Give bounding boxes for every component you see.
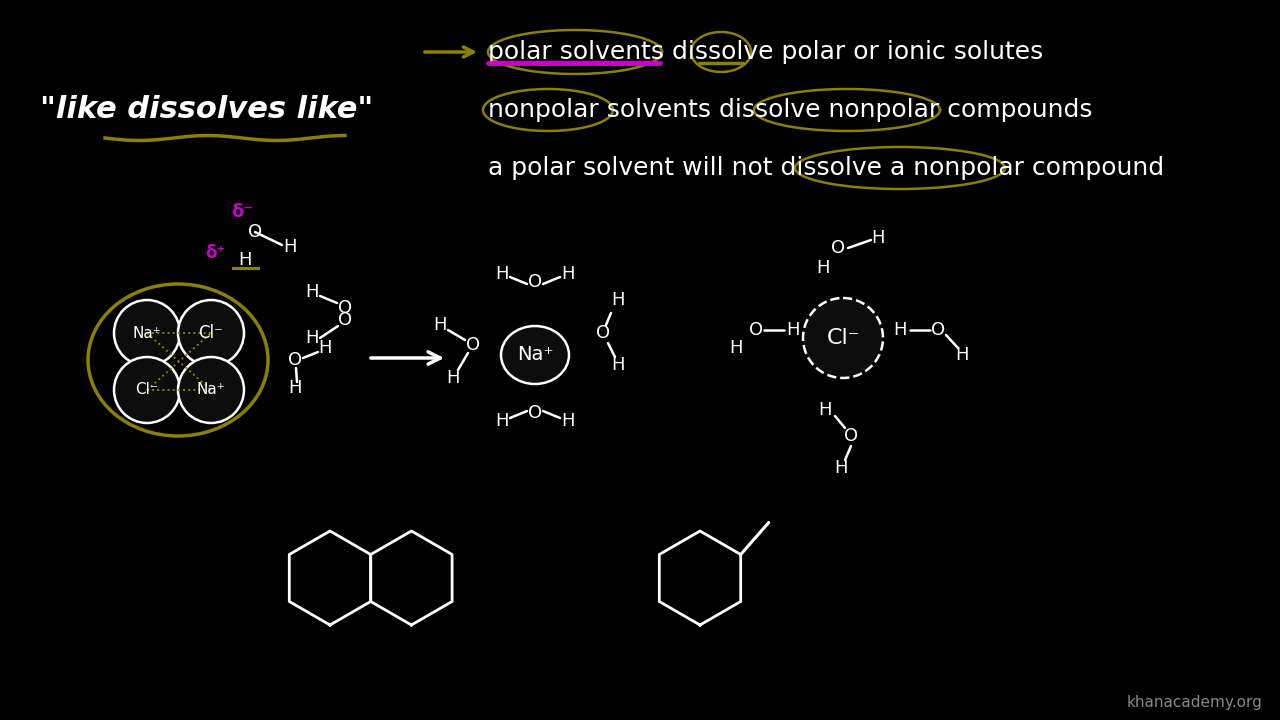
Circle shape [178,300,244,366]
Text: H: H [305,329,319,347]
Text: H: H [495,412,508,430]
Text: a polar solvent will not dissolve a nonpolar compound: a polar solvent will not dissolve a nonp… [488,156,1164,180]
Text: H: H [872,229,884,247]
Text: H: H [730,339,742,357]
Text: Na⁺: Na⁺ [133,325,161,341]
Circle shape [803,298,883,378]
Text: H: H [238,251,252,269]
Ellipse shape [500,326,570,384]
Text: O: O [466,336,480,354]
Text: O: O [831,239,845,257]
Text: H: H [288,379,302,397]
Text: H: H [561,412,575,430]
Text: O: O [844,427,858,445]
Text: H: H [447,369,460,387]
Text: H: H [835,459,847,477]
Text: O: O [931,321,945,339]
Text: O: O [596,324,611,342]
Text: H: H [786,321,800,339]
Text: polar solvents dissolve polar or ionic solutes: polar solvents dissolve polar or ionic s… [488,40,1043,64]
Text: nonpolar solvents dissolve nonpolar compounds: nonpolar solvents dissolve nonpolar comp… [488,98,1093,122]
Text: O: O [527,404,541,422]
Text: Na⁺: Na⁺ [517,346,553,364]
Text: O: O [338,311,352,329]
Text: H: H [612,356,625,374]
Text: H: H [319,339,332,357]
Text: δ⁺: δ⁺ [205,244,225,262]
Text: H: H [283,238,297,256]
Circle shape [114,357,180,423]
Text: Cl⁻: Cl⁻ [198,324,224,342]
Text: H: H [893,321,906,339]
Text: H: H [433,316,447,334]
Text: δ⁻: δ⁻ [230,203,253,221]
Text: H: H [818,401,832,419]
Text: H: H [561,265,575,283]
Text: O: O [248,223,262,241]
Text: Cl⁻: Cl⁻ [136,382,159,397]
Circle shape [114,300,180,366]
Text: "like dissolves like": "like dissolves like" [41,96,374,125]
Text: H: H [955,346,969,364]
Text: H: H [612,291,625,309]
Text: H: H [305,283,319,301]
Text: H: H [495,265,508,283]
Text: O: O [527,273,541,291]
Text: O: O [338,299,352,317]
Text: khanacademy.org: khanacademy.org [1128,695,1263,710]
Text: Cl⁻: Cl⁻ [827,328,860,348]
Text: O: O [288,351,302,369]
Text: Na⁺: Na⁺ [197,382,225,397]
Text: H: H [817,259,829,277]
Circle shape [178,357,244,423]
Text: O: O [749,321,763,339]
